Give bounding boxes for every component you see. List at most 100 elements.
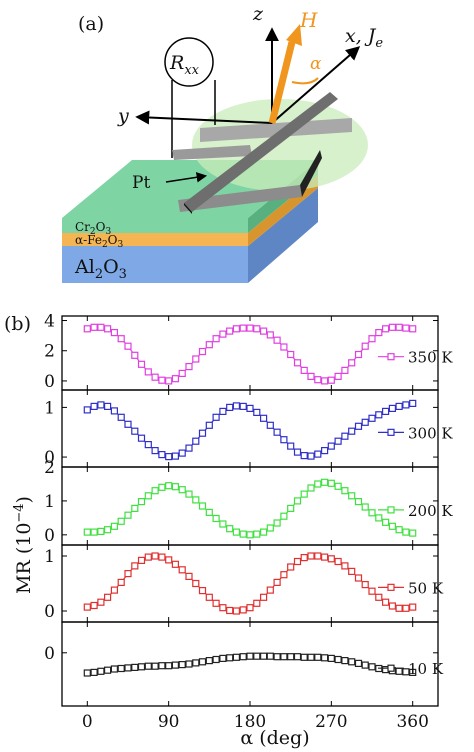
data-point	[185, 490, 193, 498]
data-point	[83, 603, 91, 611]
data-point	[246, 404, 254, 412]
data-point	[293, 557, 302, 566]
y-tick-label: 0	[44, 644, 55, 664]
data-point	[314, 653, 322, 661]
data-point	[90, 601, 98, 610]
data-point	[219, 604, 227, 612]
data-point	[375, 593, 383, 601]
angle-label: α	[310, 54, 322, 74]
data-point	[388, 602, 396, 610]
legend-label: 50 K	[408, 579, 444, 597]
data-point	[348, 359, 356, 367]
data-point	[239, 653, 247, 661]
data-point	[192, 355, 200, 363]
data-point	[395, 526, 403, 534]
data-point	[212, 335, 220, 343]
data-point	[83, 669, 91, 677]
x-tick-label: 360	[396, 712, 428, 732]
data-point	[219, 330, 227, 338]
data-point	[103, 325, 112, 333]
data-point	[131, 663, 139, 672]
al2o3-layer	[62, 246, 248, 283]
data-point	[293, 359, 302, 367]
data-point	[137, 434, 146, 442]
data-point	[402, 324, 410, 332]
legend-label: 300 K	[408, 424, 453, 442]
data-point	[341, 487, 349, 495]
data-point	[117, 664, 125, 673]
data-point	[402, 668, 410, 676]
data-point	[361, 342, 369, 350]
data-point	[382, 325, 390, 333]
data-point	[171, 661, 179, 669]
data-point	[192, 659, 200, 667]
data-point	[144, 492, 152, 500]
data-point	[97, 667, 105, 675]
data-point	[253, 408, 261, 416]
data-point	[348, 567, 356, 576]
cr2o3-label: Cr2O3	[75, 220, 112, 237]
y-tick-label: 1	[44, 398, 55, 418]
data-point	[158, 662, 166, 670]
panel-a-schematic: Rxx (a) z x, Je y H α Pt Cr2O3 α-Fe2O3 A…	[62, 3, 383, 283]
data-point	[239, 606, 247, 614]
data-point	[151, 487, 159, 495]
data-point	[287, 504, 295, 512]
data-point	[226, 654, 234, 662]
data-point	[124, 511, 132, 519]
data-point	[266, 652, 274, 660]
data-point	[314, 480, 322, 488]
data-point	[239, 324, 247, 332]
fe2o3-label: α-Fe2O3	[75, 233, 124, 250]
data-point	[287, 442, 295, 450]
data-point	[90, 323, 98, 331]
data-point	[110, 407, 119, 415]
data-point	[382, 518, 390, 526]
data-point	[321, 478, 329, 486]
data-point	[300, 366, 308, 374]
data-point	[124, 664, 132, 672]
data-point	[395, 604, 403, 612]
x-tick-label: 0	[82, 712, 93, 732]
data-point	[178, 566, 186, 574]
axis-x-label: x, Je	[345, 25, 383, 51]
axis-y-label: y	[117, 105, 129, 127]
data-point	[192, 496, 200, 504]
data-point	[131, 562, 139, 570]
data-point	[90, 402, 98, 410]
data-point	[314, 552, 322, 560]
data-point	[90, 528, 98, 536]
data-point	[239, 530, 247, 538]
data-point	[273, 428, 281, 436]
data-point	[253, 652, 261, 660]
data-point	[144, 553, 152, 561]
data-point	[97, 401, 105, 409]
data-point	[232, 653, 240, 661]
data-point	[246, 652, 254, 660]
data-point	[165, 482, 173, 490]
data-point	[321, 553, 329, 561]
data-point	[117, 578, 125, 587]
y-tick-label: 0	[44, 602, 55, 622]
data-point	[253, 530, 261, 538]
data-point	[260, 327, 268, 335]
al2o3-label: Al2O3	[74, 256, 127, 282]
data-point	[219, 407, 227, 415]
data-point	[226, 525, 234, 533]
data-point	[232, 325, 240, 333]
panel-a-label: (a)	[78, 13, 104, 35]
data-point	[334, 482, 342, 490]
data-point	[314, 376, 322, 384]
data-point	[327, 479, 335, 487]
data-point	[185, 572, 193, 581]
data-point	[131, 351, 139, 359]
data-point	[368, 414, 376, 422]
data-point	[334, 655, 342, 664]
data-point	[388, 404, 396, 412]
data-point	[280, 571, 288, 579]
data-point	[273, 519, 281, 527]
data-point	[409, 325, 417, 333]
data-point	[361, 661, 369, 669]
data-point	[110, 522, 119, 530]
data-point	[219, 654, 227, 663]
